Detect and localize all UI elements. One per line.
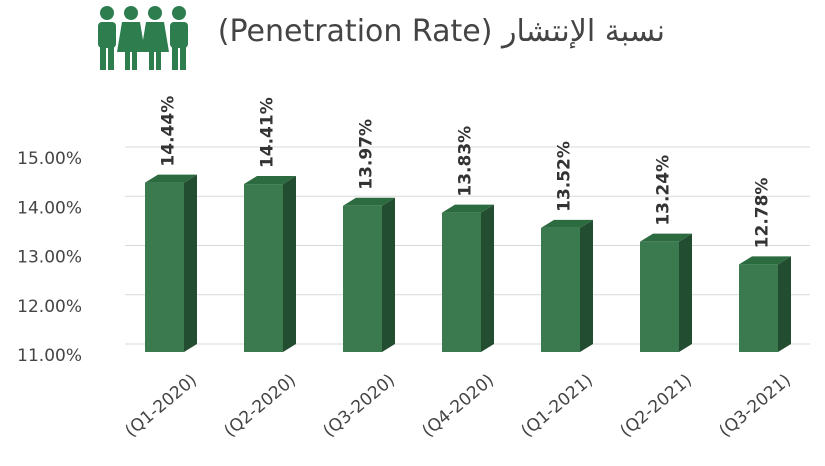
value-label: 13.97%: [357, 119, 377, 190]
bar-top: [640, 233, 692, 242]
y-tick-label: 12.00%: [17, 297, 82, 317]
bar-top: [541, 219, 593, 228]
bar-top: [145, 174, 197, 183]
value-label: 13.24%: [654, 155, 674, 226]
bar-side: [580, 219, 593, 352]
bar-side: [184, 174, 197, 352]
bar-top: [739, 256, 791, 265]
bar-top: [442, 204, 494, 213]
x-tick-label: (Q3-2021): [716, 370, 795, 441]
chart-title: نسبة الإنتشار (Penetration Rate): [217, 14, 665, 49]
x-tick-label: (Q4-2020): [419, 370, 498, 441]
x-tick-label: (Q2-2020): [221, 370, 300, 441]
y-tick-label: 13.00%: [17, 248, 82, 268]
value-label: 13.52%: [555, 141, 575, 212]
bar: [343, 205, 382, 352]
y-tick-label: 15.00%: [17, 149, 82, 169]
bar: [640, 241, 679, 352]
bar: [442, 212, 481, 352]
x-tick-label: (Q1-2021): [518, 370, 597, 441]
bar: [145, 182, 184, 352]
value-label: 12.78%: [753, 178, 773, 249]
people-icon: [98, 6, 188, 70]
x-tick-label: (Q1-2020): [122, 370, 201, 441]
bar-top: [244, 176, 296, 185]
bar: [541, 227, 580, 352]
x-tick-label: (Q3-2020): [320, 370, 399, 441]
bar-top: [343, 197, 395, 206]
bar-side: [778, 256, 791, 352]
bar-side: [679, 233, 692, 352]
bar: [739, 264, 778, 352]
value-label: 14.44%: [159, 96, 179, 167]
value-label: 13.83%: [456, 126, 476, 197]
value-label: 14.41%: [258, 97, 278, 168]
x-tick-label: (Q2-2021): [617, 370, 696, 441]
bar: [244, 184, 283, 352]
bar-side: [283, 176, 296, 352]
bar-side: [481, 204, 494, 352]
bar-side: [382, 197, 395, 352]
y-tick-label: 14.00%: [17, 198, 82, 218]
y-tick-label: 11.00%: [17, 346, 82, 366]
